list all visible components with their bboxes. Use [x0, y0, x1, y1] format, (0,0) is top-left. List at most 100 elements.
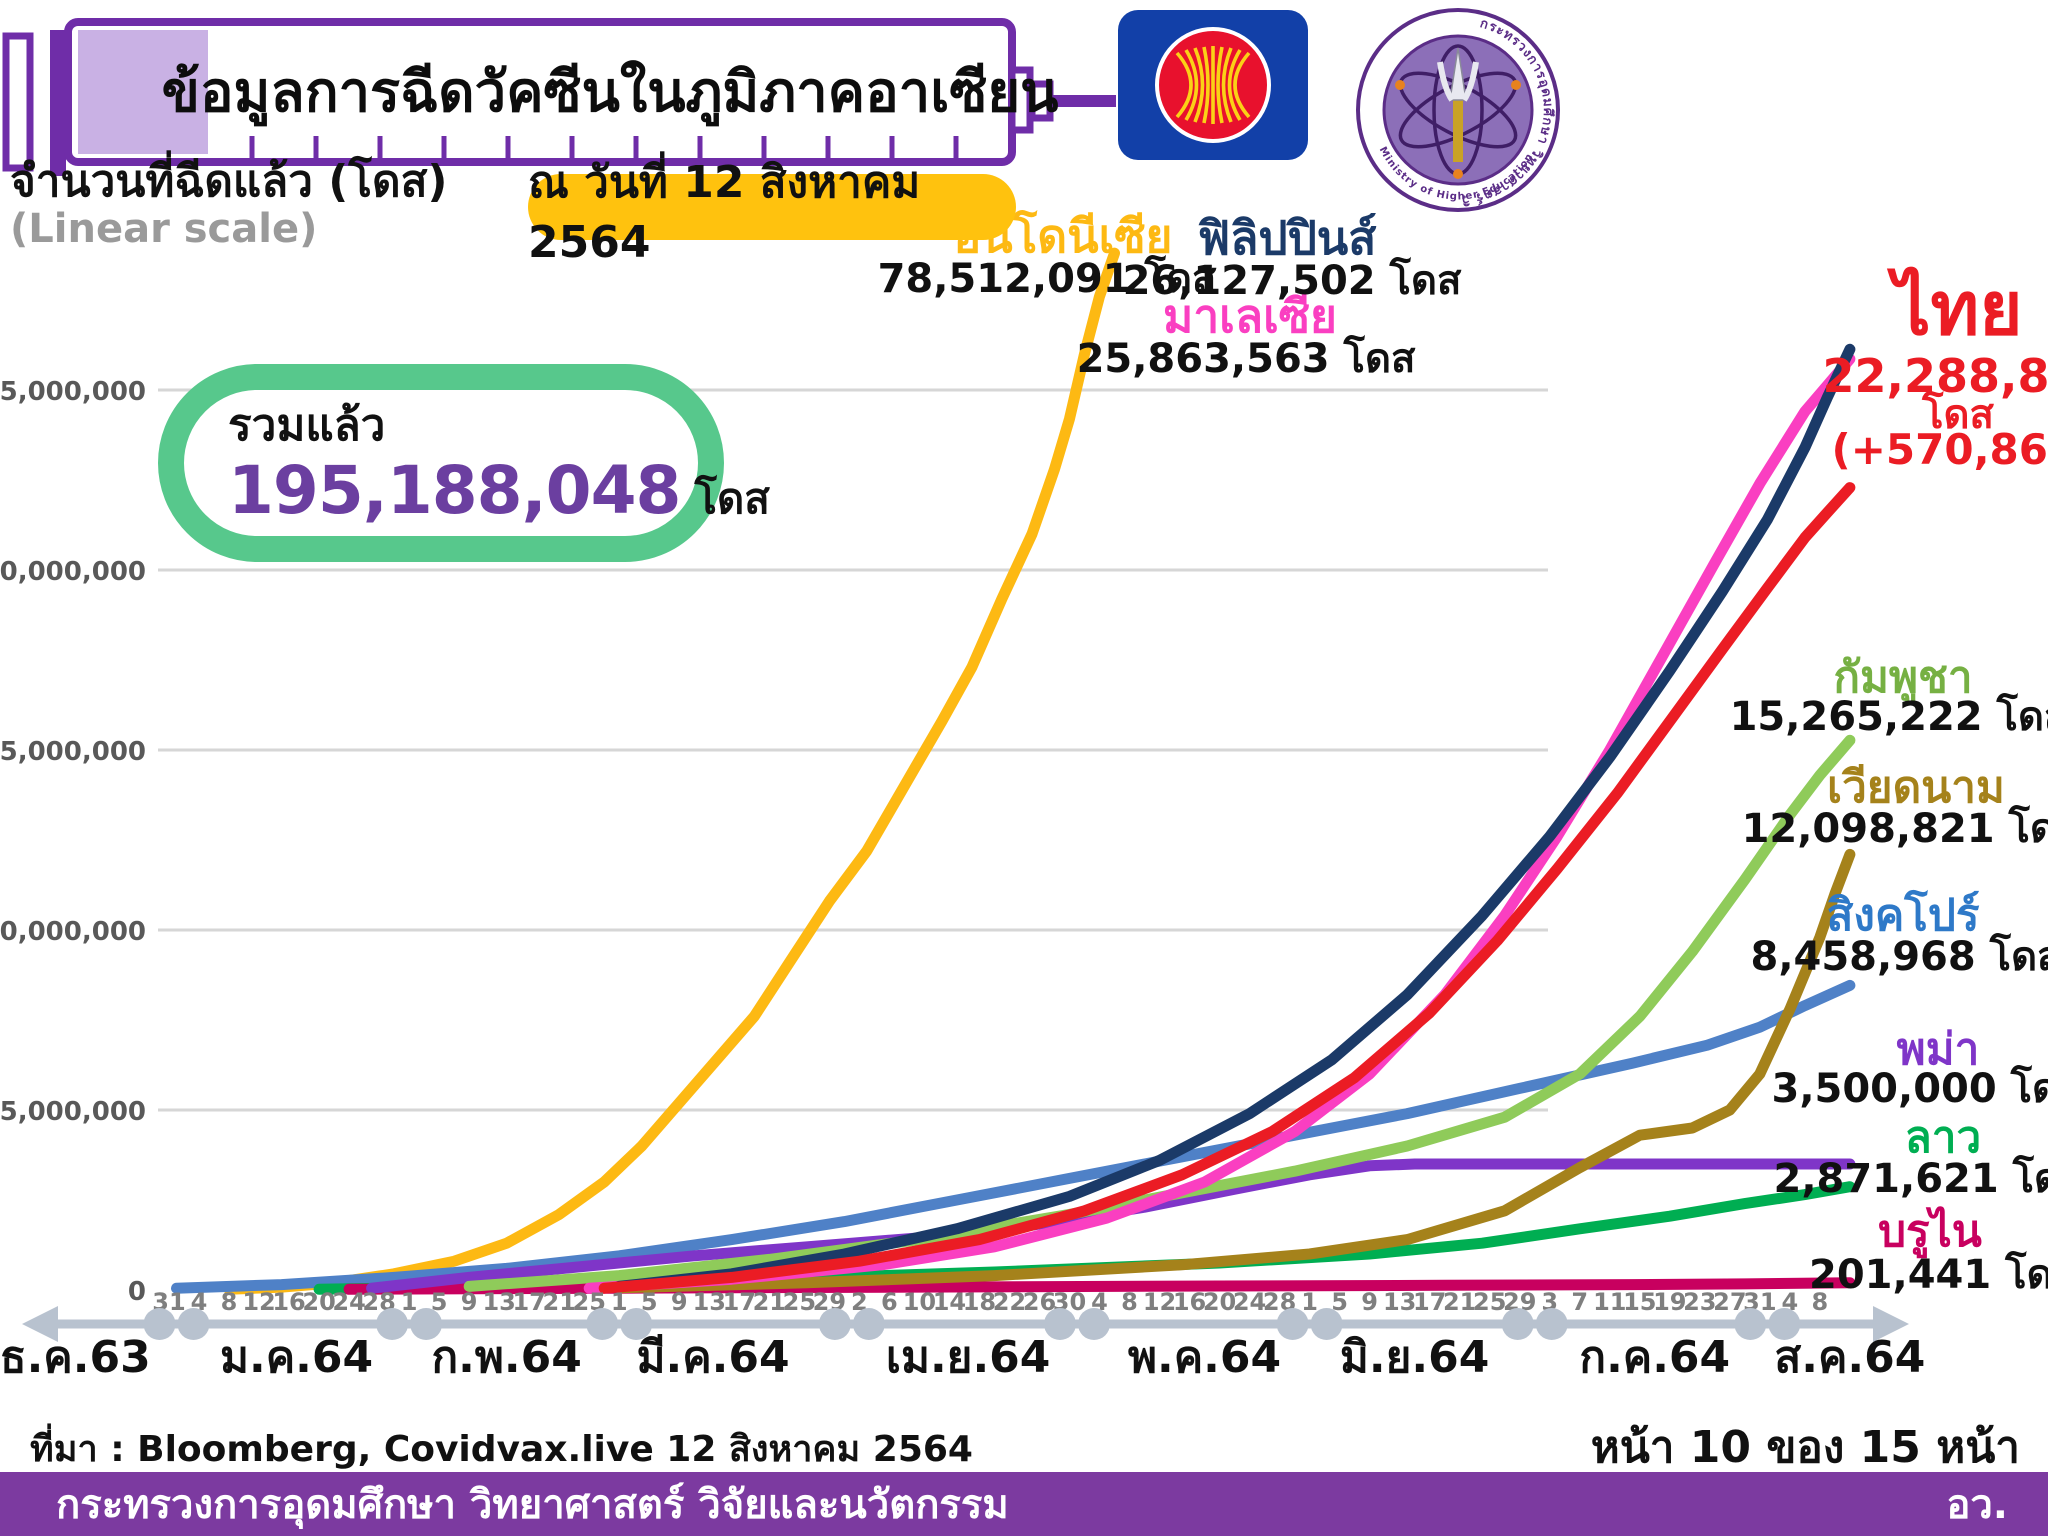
x-axis-day-tick: 5 [641, 1288, 658, 1316]
series-label-thailand: 22,288,819 [1822, 349, 2048, 403]
x-axis-month-label: มี.ค.64 [636, 1332, 789, 1383]
footer-ministry-abbr: อว. [1946, 1482, 2008, 1528]
series-line-thailand [598, 482, 1856, 1294]
timeline-month-dot [818, 1308, 851, 1340]
series-label-cambodia: 15,265,222 โดส [1730, 693, 2048, 740]
timeline-month-dot [586, 1308, 619, 1340]
series-label-thailand: ไทย [1886, 265, 2022, 352]
syringe-nozzle-tip [1028, 80, 1054, 122]
x-axis-day-tick: 20 [302, 1288, 335, 1316]
chart-plot-area: 25,000,00020,000,00015,000,00010,000,000… [0, 209, 2048, 1383]
page-indicator: หน้า 10 ของ 15 หน้า [1590, 1422, 2020, 1473]
series-label-vietnam: เวียดนาม [1827, 762, 2005, 813]
x-axis-day-tick: 21 [753, 1288, 786, 1316]
timeline-month-dot [1310, 1308, 1343, 1340]
syringe-plunger-rod [50, 30, 66, 176]
x-axis-month-label: เม.ย.64 [886, 1332, 1050, 1383]
y-axis-tick-label: 20,000,000 [0, 557, 146, 587]
x-axis-day-tick: 14 [933, 1288, 966, 1316]
x-axis-day-tick: 9 [1361, 1288, 1378, 1316]
page-title: ข้อมูลการฉีดวัคซีนในภูมิภาคอาเซียน [161, 59, 1059, 125]
x-axis-day-tick: 1 [401, 1288, 418, 1316]
series-label-singapore: 8,458,968 โดส [1750, 933, 2048, 980]
x-axis-month-label: ส.ค.64 [1774, 1332, 1925, 1383]
x-axis-day-tick: 18 [963, 1288, 996, 1316]
timeline-month-dot [1535, 1308, 1568, 1340]
x-axis-day-tick: 19 [1653, 1288, 1686, 1316]
x-axis-day-tick: 1 [611, 1288, 628, 1316]
x-axis-day-tick: 25 [1473, 1288, 1506, 1316]
syringe-banner [2, 18, 1116, 176]
timeline-month-dot [177, 1308, 210, 1340]
series-line-singapore [171, 979, 1856, 1294]
as-of-date-badge: ณ วันที่ 12 สิงหาคม 2564 [528, 157, 1016, 268]
series-label-malaysia: 25,863,563 โดส [1077, 335, 1416, 382]
series-line-vietnam [613, 848, 1856, 1294]
total-unit: โดส [694, 474, 770, 523]
x-axis-day-tick: 17 [1413, 1288, 1446, 1316]
total-label: รวมแล้ว [228, 400, 386, 451]
timeline-month-dot [1501, 1308, 1534, 1340]
x-axis-month-label: ม.ค.64 [220, 1332, 373, 1383]
timeline-arrowhead-left [22, 1306, 58, 1342]
series-label-philippines: ฟิลิปปินส์ [1198, 211, 1378, 265]
asean-paddy-sheaf [1175, 46, 1251, 124]
trident-icon [1437, 47, 1479, 162]
y-axis-tick-label: 10,000,000 [0, 917, 146, 947]
series-label-thailand: โดส [1921, 391, 1994, 438]
timeline-month-dot [1734, 1308, 1767, 1340]
y-axis-tick-label: 15,000,000 [0, 737, 146, 767]
total-doses-badge: รวมแล้ว 195,188,048 โดส [158, 364, 770, 562]
series-label-brunei: 201,441 โดส [1809, 1251, 2048, 1298]
syringe-scale-ticks [249, 136, 959, 158]
asean-logo [1118, 10, 1308, 160]
x-axis-day-tick: 16 [272, 1288, 305, 1316]
x-axis-month-label: ก.พ.64 [432, 1332, 582, 1383]
x-axis-day-tick: 24 [332, 1288, 365, 1316]
y-axis-tick-label: 0 [128, 1277, 146, 1307]
y-axis-scale-note: (Linear scale) [10, 206, 318, 252]
timeline-arrowhead-right [1873, 1306, 1909, 1342]
x-axis-day-tick: 5 [1331, 1288, 1348, 1316]
x-axis-month-label: ธ.ค.63 [0, 1332, 151, 1383]
timeline-month-dot [410, 1308, 443, 1340]
x-axis-day-tick: 8 [1121, 1288, 1138, 1316]
series-label-myanmar: พม่า [1897, 1024, 1980, 1075]
series-label-thailand: (+570,865) [1832, 425, 2048, 474]
x-axis-day-tick: 8 [1812, 1288, 1829, 1316]
y-axis-tick-label: 25,000,000 [0, 377, 146, 407]
y-axis-tick-label: 5,000,000 [0, 1097, 146, 1127]
x-axis-day-tick: 20 [1203, 1288, 1236, 1316]
x-axis-day-tick: 21 [543, 1288, 576, 1316]
x-axis-day-tick: 10 [903, 1288, 936, 1316]
timeline-month-dot [1276, 1308, 1309, 1340]
x-axis-day-tick: 11 [1593, 1288, 1626, 1316]
series-label-philippines: 26,127,502 โดส [1123, 257, 1462, 304]
series-label-laos: ลาว [1905, 1112, 1981, 1163]
total-value: 195,188,048 [228, 452, 681, 529]
timeline-month-dot [1768, 1308, 1801, 1340]
timeline-month-dot [1043, 1308, 1076, 1340]
x-axis-day-tick: 7 [1571, 1288, 1588, 1316]
x-axis-day-tick: 15 [1623, 1288, 1656, 1316]
y-axis-title: จำนวนที่ฉีดแล้ว (โดส) [10, 156, 448, 207]
timeline-month-dot [852, 1308, 885, 1340]
x-axis-day-tick: 12 [1143, 1288, 1176, 1316]
x-axis-day-tick: 9 [461, 1288, 478, 1316]
series-label-cambodia: กัมพูชา [1833, 652, 1972, 704]
x-axis-day-tick: 13 [693, 1288, 726, 1316]
series-label-myanmar: 3,500,000 โดส [1771, 1065, 2048, 1112]
x-axis-day-tick: 1 [1301, 1288, 1318, 1316]
x-axis-day-tick: 24 [1233, 1288, 1266, 1316]
footer-ministry-name: กระทรวงการอุดมศึกษา วิทยาศาสตร์ วิจัยและ… [56, 1482, 1009, 1528]
x-axis-day-tick: 23 [1683, 1288, 1716, 1316]
x-axis-day-tick: 16 [1173, 1288, 1206, 1316]
x-axis-day-tick: 17 [512, 1288, 545, 1316]
timeline-month-dot [376, 1308, 409, 1340]
series-label-brunei: บรูไน [1878, 1205, 1982, 1258]
x-axis-month-label: ก.ค.64 [1579, 1332, 1730, 1383]
series-label-laos: 2,871,621 โดส [1773, 1155, 2048, 1202]
x-axis-day-tick: 12 [242, 1288, 275, 1316]
